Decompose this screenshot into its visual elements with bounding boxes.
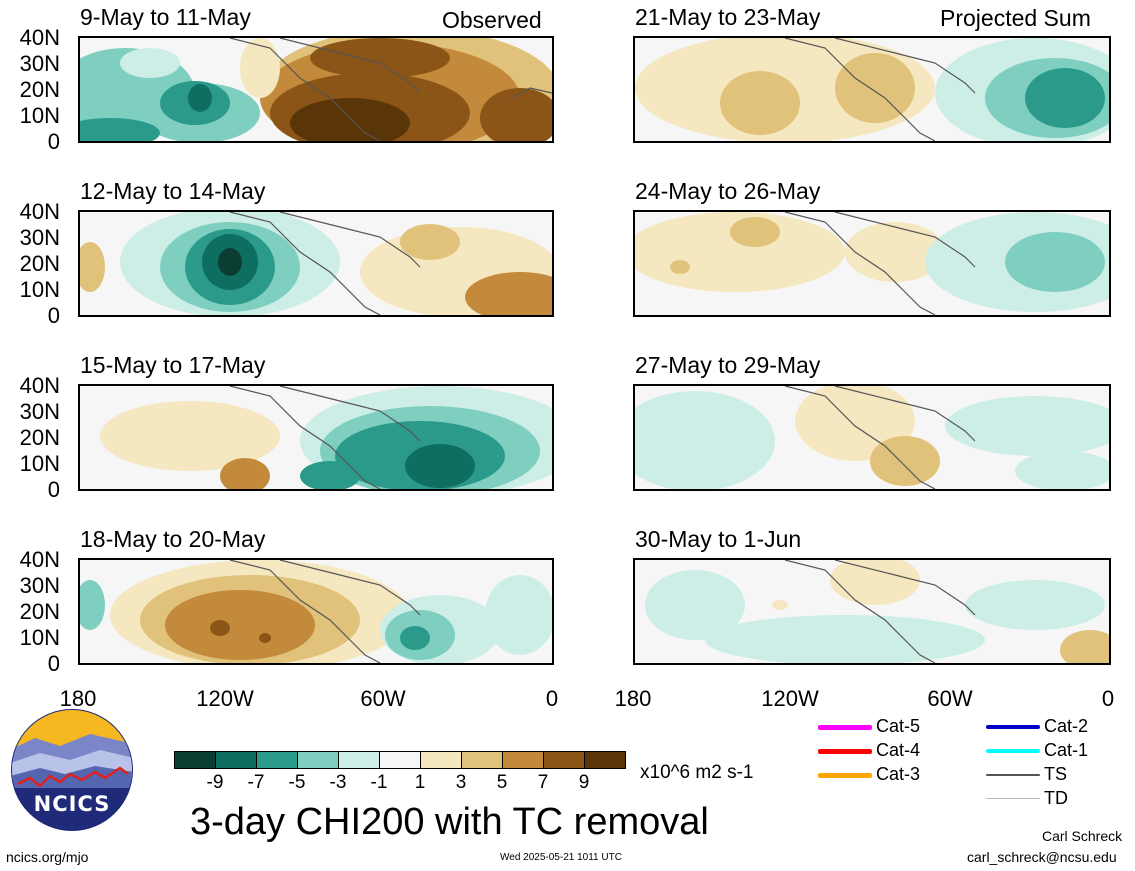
panel-tag-projected: Projected Sum (940, 5, 1091, 31)
ncics-logo: NCICS (10, 708, 134, 832)
lat-label-0: 0 (47, 129, 60, 154)
map-panel-6 (633, 210, 1111, 317)
cat3-label: Cat-3 (876, 764, 921, 784)
colorbar-cell (256, 751, 298, 769)
colorbar-cell (338, 751, 380, 769)
colorbar-label: 1 (414, 772, 426, 793)
footer-url: ncics.org/mjo (6, 849, 89, 865)
cat5-label: Cat-5 (876, 716, 921, 736)
colorbar-cell (502, 751, 544, 769)
map-panel-4 (78, 558, 554, 665)
colorbar-label: 7 (537, 772, 549, 793)
lat-label-30n: 30N (19, 399, 60, 424)
colorbar-cell (420, 751, 462, 769)
colorbar-units: x10^6 m2 s-1 (640, 762, 754, 783)
cat2-line (986, 725, 1040, 729)
cat4-line (818, 749, 872, 754)
colorbar-label: -3 (329, 772, 347, 793)
panel-title-1: 9-May to 11-May (80, 4, 251, 30)
panel-title-4: 18-May to 20-May (80, 526, 266, 552)
map-panel-2 (78, 210, 554, 317)
footer-author: Carl Schreck (1042, 828, 1123, 844)
map-panel-3 (78, 384, 554, 491)
lat-label-20n: 20N (19, 599, 60, 624)
lon-label-0: 0 (1101, 686, 1115, 711)
colorbar-label: -9 (206, 772, 224, 793)
colorbar-cell (215, 751, 257, 769)
colorbar-cell (174, 751, 216, 769)
lat-label-40n: 40N (19, 25, 60, 50)
lat-label-0: 0 (47, 477, 60, 502)
colorbar-cell (543, 751, 585, 769)
colorbar-label: 9 (578, 772, 590, 793)
panel-title-3: 15-May to 17-May (80, 352, 266, 378)
td-line (986, 798, 1040, 799)
lat-label-10n: 10N (19, 625, 60, 650)
colorbar-cell (461, 751, 503, 769)
ts-label: TS (1044, 764, 1068, 784)
panel-title-8: 30-May to 1-Jun (635, 526, 802, 552)
panel-title-2: 12-May to 14-May (80, 178, 266, 204)
lon-label-60w: 60W (360, 686, 406, 711)
logo-text: NCICS (33, 792, 111, 816)
lat-label-40n: 40N (19, 547, 60, 572)
lon-label-0: 0 (545, 686, 559, 711)
map-panel-5 (633, 36, 1111, 143)
ts-line (986, 774, 1040, 776)
lat-label-20n: 20N (19, 77, 60, 102)
footer-email: carl_schreck@ncsu.edu (967, 849, 1117, 865)
colorbar-label: 5 (496, 772, 508, 793)
lat-label-30n: 30N (19, 225, 60, 250)
panel-title-6: 24-May to 26-May (635, 178, 821, 204)
panel-title-7: 27-May to 29-May (635, 352, 821, 378)
lat-label-40n: 40N (19, 373, 60, 398)
colorbar-label: -1 (370, 772, 388, 793)
colorbar-label: -5 (288, 772, 306, 793)
lon-label-120w: 120W (761, 686, 819, 711)
lon-label-180: 180 (614, 686, 652, 711)
lat-label-20n: 20N (19, 251, 60, 276)
cat1-label: Cat-1 (1044, 740, 1089, 760)
cat5-line (818, 725, 872, 730)
cat3-line (818, 773, 872, 778)
colorbar-cell (584, 751, 626, 769)
lon-label-120w: 120W (196, 686, 254, 711)
lat-label-10n: 10N (19, 277, 60, 302)
td-label: TD (1044, 788, 1068, 808)
map-panel-7 (633, 384, 1111, 491)
footer-timestamp: Wed 2025-05-21 1011 UTC (500, 852, 622, 863)
lat-label-0: 0 (47, 303, 60, 328)
lat-label-30n: 30N (19, 51, 60, 76)
colorbar-cell (379, 751, 421, 769)
panel-tag-observed: Observed (442, 7, 542, 33)
map-panel-8 (633, 558, 1111, 665)
map-panel-1 (78, 36, 554, 143)
colorbar-cell (297, 751, 339, 769)
panel-title-5: 21-May to 23-May (635, 4, 821, 30)
main-title: 3-day CHI200 with TC removal (190, 801, 709, 843)
lat-label-10n: 10N (19, 103, 60, 128)
lat-label-10n: 10N (19, 451, 60, 476)
cat1-line (986, 749, 1040, 753)
colorbar-label: 3 (455, 772, 467, 793)
lon-label-60w: 60W (927, 686, 973, 711)
cat4-label: Cat-4 (876, 740, 921, 760)
lat-label-0: 0 (47, 651, 60, 676)
lat-label-20n: 20N (19, 425, 60, 450)
lat-label-40n: 40N (19, 199, 60, 224)
lon-label-180: 180 (59, 686, 97, 711)
lat-label-30n: 30N (19, 573, 60, 598)
colorbar-label: -7 (247, 772, 265, 793)
cat2-label: Cat-2 (1044, 716, 1089, 736)
